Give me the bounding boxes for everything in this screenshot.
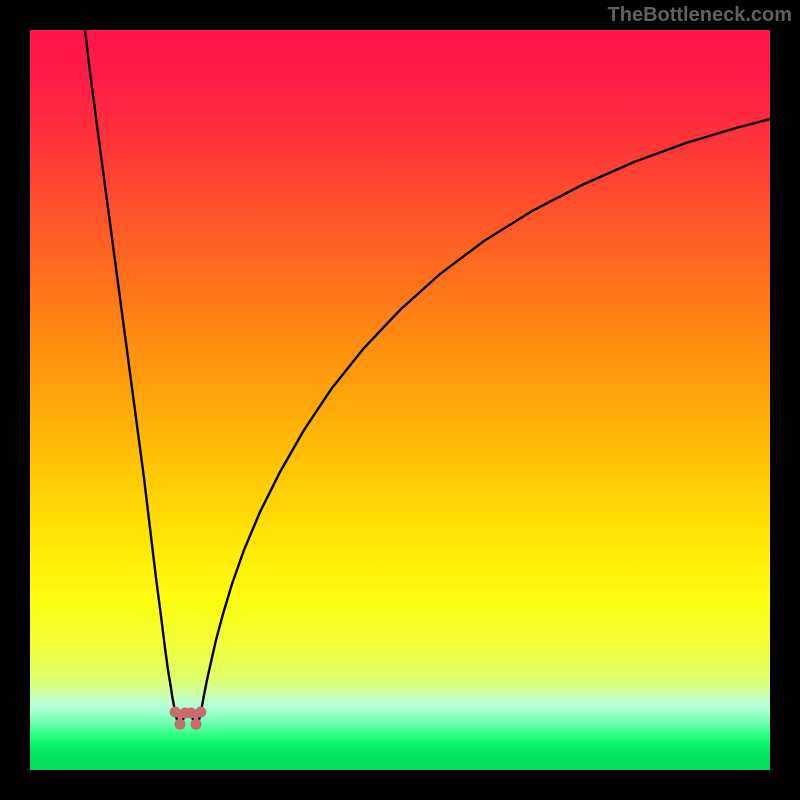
- dip-marker: [175, 719, 186, 730]
- main-curve: [85, 30, 770, 724]
- dip-marker: [170, 707, 181, 718]
- watermark-text: TheBottleneck.com: [608, 4, 792, 27]
- curve-layer: [30, 30, 770, 770]
- dip-marker: [195, 707, 206, 718]
- plot-area: [30, 30, 770, 770]
- dip-marker: [191, 719, 202, 730]
- marker-group: [170, 707, 207, 730]
- dip-marker: [186, 708, 197, 719]
